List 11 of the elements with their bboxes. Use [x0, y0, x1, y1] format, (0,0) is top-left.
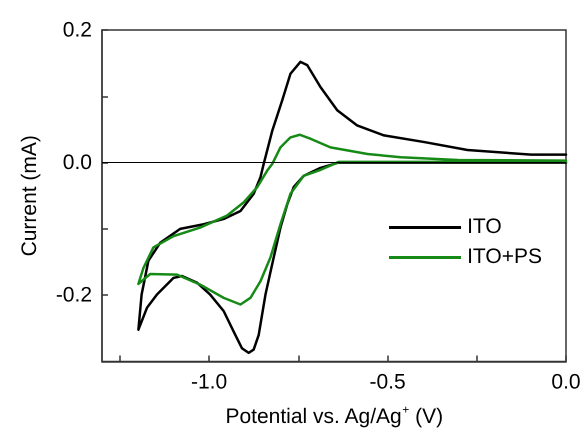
legend-label: ITO — [467, 215, 502, 239]
x-tick-label: -1.0 — [190, 370, 228, 394]
x-tick-label: -0.5 — [369, 370, 406, 394]
y-tick-label: 0.2 — [62, 18, 92, 42]
y-axis-title: Current (mA) — [18, 135, 41, 256]
line-series — [137, 134, 568, 306]
x-tick-label: 0.0 — [551, 370, 581, 394]
y-tick-label: 0.0 — [62, 151, 92, 174]
x-axis-title: Potential vs. Ag/Ag+ (V) — [225, 402, 444, 428]
legend-label: ITO+PS — [467, 245, 542, 269]
y-tick-label: -0.2 — [56, 284, 92, 307]
